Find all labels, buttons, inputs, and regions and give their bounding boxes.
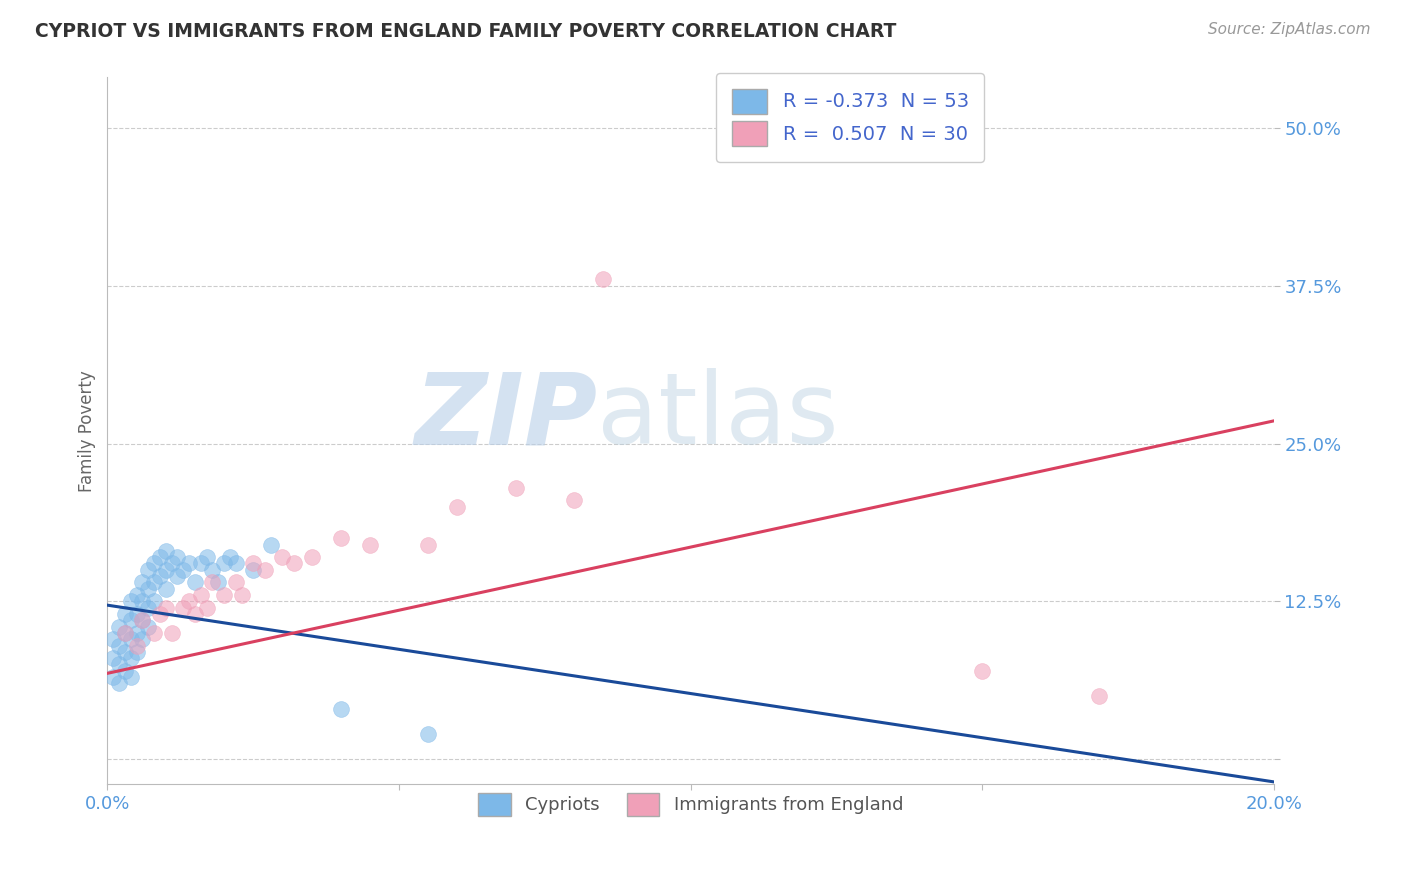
Point: [125, 607, 148, 621]
Point: [231, 588, 253, 602]
Point: [155, 600, 177, 615]
Point: [190, 588, 212, 602]
Point: [177, 594, 200, 608]
Point: [190, 557, 212, 571]
Point: [120, 632, 142, 647]
Point: [155, 563, 177, 577]
Point: [160, 626, 183, 640]
Point: [166, 569, 188, 583]
Text: atlas: atlas: [598, 368, 839, 466]
Point: [201, 563, 224, 577]
Point: [131, 613, 153, 627]
Point: [125, 645, 148, 659]
Point: [103, 651, 125, 665]
Point: [172, 563, 194, 577]
Point: [114, 645, 136, 659]
Point: [131, 575, 153, 590]
Point: [136, 619, 159, 633]
Point: [120, 594, 142, 608]
Point: [207, 575, 229, 590]
Point: [149, 569, 172, 583]
Point: [195, 600, 218, 615]
Text: ZIP: ZIP: [415, 368, 598, 466]
Point: [120, 651, 142, 665]
Point: [125, 626, 148, 640]
Point: [103, 632, 125, 647]
Point: [260, 537, 283, 551]
Point: [283, 557, 305, 571]
Point: [218, 550, 240, 565]
Point: [131, 594, 153, 608]
Point: [143, 626, 166, 640]
Point: [418, 537, 440, 551]
Point: [108, 676, 131, 690]
Point: [131, 632, 153, 647]
Point: [143, 557, 166, 571]
Point: [359, 537, 381, 551]
Point: [136, 563, 159, 577]
Text: CYPRIOT VS IMMIGRANTS FROM ENGLAND FAMILY POVERTY CORRELATION CHART: CYPRIOT VS IMMIGRANTS FROM ENGLAND FAMIL…: [35, 22, 897, 41]
Point: [120, 670, 142, 684]
Point: [505, 481, 527, 495]
Point: [103, 670, 125, 684]
Point: [195, 550, 218, 565]
Point: [225, 575, 247, 590]
Point: [329, 531, 352, 545]
Point: [114, 664, 136, 678]
Point: [131, 613, 153, 627]
Legend: Cypriots, Immigrants from England: Cypriots, Immigrants from England: [470, 784, 912, 825]
Point: [972, 664, 994, 678]
Point: [149, 607, 172, 621]
Point: [212, 557, 235, 571]
Point: [160, 557, 183, 571]
Point: [155, 582, 177, 596]
Point: [143, 575, 166, 590]
Point: [329, 701, 352, 715]
Point: [166, 550, 188, 565]
Point: [242, 557, 264, 571]
Point: [418, 727, 440, 741]
Point: [301, 550, 323, 565]
Point: [149, 550, 172, 565]
Point: [562, 493, 585, 508]
Point: [108, 619, 131, 633]
Point: [143, 594, 166, 608]
Point: [125, 639, 148, 653]
Point: [177, 557, 200, 571]
Point: [136, 582, 159, 596]
Text: Source: ZipAtlas.com: Source: ZipAtlas.com: [1208, 22, 1371, 37]
Point: [1088, 689, 1111, 703]
Point: [120, 613, 142, 627]
Point: [114, 626, 136, 640]
Point: [108, 657, 131, 672]
Point: [242, 563, 264, 577]
Y-axis label: Family Poverty: Family Poverty: [79, 370, 96, 491]
Point: [155, 544, 177, 558]
Point: [446, 500, 468, 514]
Point: [201, 575, 224, 590]
Point: [253, 563, 276, 577]
Point: [184, 607, 207, 621]
Point: [114, 626, 136, 640]
Point: [271, 550, 294, 565]
Point: [225, 557, 247, 571]
Point: [212, 588, 235, 602]
Point: [172, 600, 194, 615]
Point: [184, 575, 207, 590]
Point: [108, 639, 131, 653]
Point: [592, 272, 614, 286]
Point: [114, 607, 136, 621]
Point: [125, 588, 148, 602]
Point: [136, 600, 159, 615]
